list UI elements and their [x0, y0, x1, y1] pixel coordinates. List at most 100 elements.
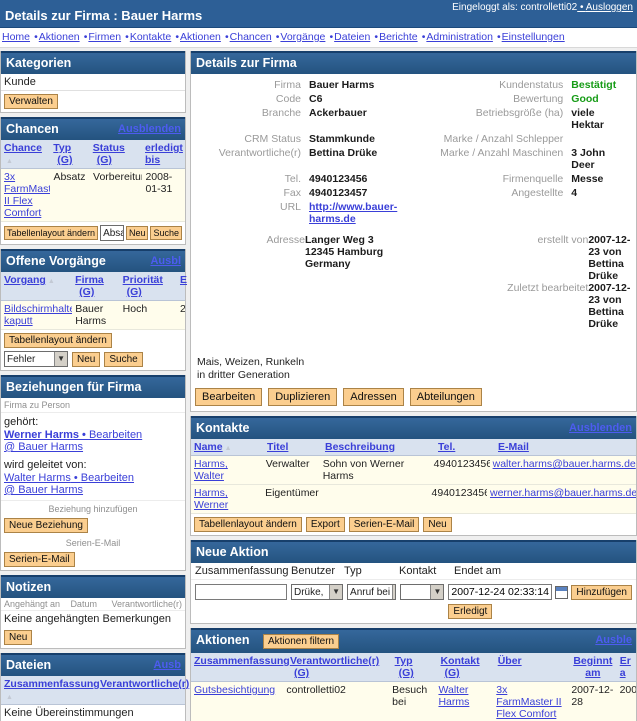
- kategorien-value: Kunde: [1, 74, 185, 91]
- kontakt-name-link[interactable]: Harms, Walter: [194, 458, 228, 482]
- aktion-ueber-link[interactable]: 3x FarmMaster II Flex Comfort: [496, 684, 562, 720]
- nav-aktionen[interactable]: Aktionen: [33, 31, 80, 43]
- nav-chancen[interactable]: Chancen: [224, 31, 272, 43]
- notizen-new-button[interactable]: Neu: [4, 630, 33, 645]
- aktionen-col-ueber[interactable]: Über: [497, 655, 522, 667]
- dateien-hide-link[interactable]: Ausb: [153, 659, 182, 671]
- chancen-search-button[interactable]: Suche: [150, 226, 182, 240]
- schlepper-value: [567, 132, 634, 146]
- kontakte-hide-link[interactable]: Ausblenden: [569, 422, 632, 434]
- kontakte-col-beschreibung[interactable]: Beschreibung: [325, 441, 396, 453]
- duplizieren-button[interactable]: Duplizieren: [268, 388, 338, 406]
- vorgaenge-col-vorgang[interactable]: Vorgang ▲: [4, 274, 55, 286]
- hinzufuegen-button[interactable]: Hinzufügen: [571, 584, 632, 600]
- kontakte-col-email[interactable]: E-Mail: [498, 441, 529, 453]
- chancen-hide-link[interactable]: Ausblenden: [118, 123, 181, 135]
- gehoert-edit-link[interactable]: Bearbeiten: [88, 429, 143, 441]
- calendar-icon[interactable]: [555, 585, 569, 599]
- gehoert-name-link[interactable]: Werner Harms: [4, 429, 89, 441]
- url-link[interactable]: http://www.bauer-harms.de: [309, 201, 398, 225]
- bearbeiten-button[interactable]: Bearbeiten: [195, 388, 263, 406]
- chancen-col-typ[interactable]: Typ (G): [53, 142, 73, 166]
- nav-dateien[interactable]: Dateien: [328, 31, 370, 43]
- vorgaenge-col-clipped[interactable]: E: [179, 274, 187, 286]
- gehoert-company-link[interactable]: @ Bauer Harms: [4, 441, 84, 453]
- vorgaenge-hide-link[interactable]: Ausbl: [150, 255, 181, 267]
- kontakte-col-titel[interactable]: Titel: [267, 441, 289, 453]
- geleitet-edit-link[interactable]: Bearbeiten: [80, 472, 135, 484]
- aktion-kontakt-link[interactable]: Walter Harms: [438, 684, 470, 708]
- geleitet-name-link[interactable]: Walter Harms: [4, 472, 81, 484]
- nav-berichte[interactable]: Berichte: [373, 31, 418, 43]
- chance-link[interactable]: 3x FarmMaster II Flex Comfort: [4, 171, 51, 219]
- aktion-link[interactable]: Gutsbesichtigung: [194, 684, 276, 696]
- dateien-empty-text: Keine Übereinstimmungen: [1, 705, 185, 721]
- field-label: Branche: [261, 107, 301, 119]
- aktion-verantwortliche: controlletti02: [286, 684, 346, 696]
- nav-einstellungen[interactable]: Einstellungen: [496, 31, 565, 43]
- benutzer-select[interactable]: Drüke, Bett▼: [291, 584, 344, 600]
- vorgang-link[interactable]: Bildschirmhalterung kaputt: [4, 303, 72, 327]
- chancen-title: Chancen: [6, 122, 59, 136]
- aktionen-col-kontakt[interactable]: Kontakt (G): [440, 655, 480, 679]
- geleitet-company-link[interactable]: @ Bauer Harms: [4, 484, 84, 496]
- typ-select[interactable]: Anruf bei▼: [347, 584, 396, 600]
- zusammenfassung-input[interactable]: [195, 584, 287, 600]
- verwalten-button[interactable]: Verwalten: [4, 94, 58, 109]
- chancen-layout-button[interactable]: Tabellenlayout ändern: [4, 226, 99, 240]
- vorgang-clipped: 2: [180, 303, 185, 315]
- kontakte-export-button[interactable]: Export: [305, 517, 345, 532]
- erledigt-button[interactable]: Erledigt: [448, 604, 493, 619]
- vorgaenge-new-button[interactable]: Neu: [72, 351, 101, 367]
- chancen-filter-select[interactable]: Absatz▼: [100, 225, 124, 241]
- aktionen-filter-button[interactable]: Aktionen filtern: [262, 634, 340, 649]
- nav-vorgaenge[interactable]: Vorgänge: [275, 31, 325, 43]
- details-title: Details zur Firma: [196, 56, 297, 70]
- vorgaenge-col-firma[interactable]: Firma (G): [75, 274, 104, 298]
- chancen-col-erledigt[interactable]: erledigt bis: [145, 142, 183, 166]
- abteilungen-button[interactable]: Abteilungen: [409, 388, 482, 406]
- aktionen-col-verantwortliche[interactable]: Verantwortliche(r) (G): [290, 655, 380, 679]
- aktionen-col-zusammenfassung[interactable]: Zusammenfassung: [194, 655, 290, 667]
- kontakt-name-link[interactable]: Harms, Werner: [194, 487, 229, 511]
- nav-kontakte[interactable]: Kontakte: [124, 31, 171, 43]
- logout-link[interactable]: Ausloggen: [577, 2, 633, 13]
- chancen-new-button[interactable]: Neu: [125, 226, 149, 240]
- kontakt-email-link[interactable]: werner.harms@bauer.harms.de: [489, 487, 636, 499]
- chancen-col-status[interactable]: Status (G): [92, 142, 125, 166]
- add-relationship-label: Beziehung hinzufügen: [1, 500, 185, 515]
- kontakte-new-button[interactable]: Neu: [423, 517, 452, 532]
- kontakte-title: Kontakte: [196, 421, 250, 435]
- vorgaenge-filter-select[interactable]: Fehler ▼: [4, 351, 68, 367]
- vorgaenge-search-button[interactable]: Suche: [104, 351, 143, 367]
- field-label: Verantwortliche(r): [218, 147, 301, 159]
- vorgaenge-layout-button[interactable]: Tabellenlayout ändern: [4, 333, 112, 348]
- kontakte-serial-button[interactable]: Serien-E-Mail: [348, 517, 420, 532]
- notizen-title: Notizen: [6, 580, 52, 594]
- aktionen-col-typ[interactable]: Typ (G): [394, 655, 414, 679]
- kontakte-col-tel[interactable]: Tel.: [438, 441, 456, 453]
- aktionen-col-beginnt[interactable]: Beginnt am: [573, 655, 613, 679]
- serial-email-button[interactable]: Serien-E-Mail: [4, 552, 75, 567]
- chancen-row: 3x FarmMaster II Flex Comfort Absatz Vor…: [1, 169, 185, 222]
- nav-administration[interactable]: Administration: [421, 31, 493, 43]
- new-relationship-button[interactable]: Neue Beziehung: [4, 518, 88, 533]
- dateien-col-zusammenfassung[interactable]: Zusammenfassung▲: [4, 678, 100, 701]
- vorgaenge-col-prioritaet[interactable]: Priorität (G): [122, 274, 163, 298]
- chancen-col-chance[interactable]: Chance▲: [4, 142, 42, 165]
- aktionen-col-endet-clipped[interactable]: Er a: [619, 655, 631, 679]
- nav-home[interactable]: Home: [2, 31, 31, 43]
- adressen-button[interactable]: Adressen: [343, 388, 404, 406]
- kontakt-email-link[interactable]: walter.harms@bauer.harms.de: [492, 458, 636, 470]
- sort-asc-icon: ▲: [224, 445, 232, 452]
- nav-aktionen-2[interactable]: Aktionen: [174, 31, 221, 43]
- kontakte-layout-button[interactable]: Tabellenlayout ändern: [194, 517, 302, 532]
- kontakt-select[interactable]: ▼: [399, 584, 445, 600]
- aktionen-hide-link[interactable]: Ausble: [595, 634, 632, 646]
- endet-am-input[interactable]: [448, 584, 553, 600]
- dateien-col-verantwortliche[interactable]: Verantwortliche(r): [100, 678, 190, 690]
- verantwortliche-value: Bettina Drüke: [309, 147, 378, 159]
- kontakte-col-name[interactable]: Name ▲: [194, 441, 232, 453]
- nav-firmen[interactable]: Firmen: [83, 31, 121, 43]
